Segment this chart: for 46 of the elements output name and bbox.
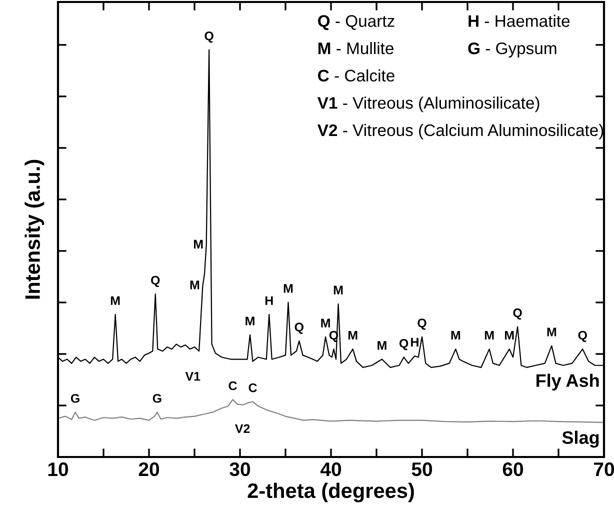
annotation: G — [152, 394, 162, 403]
annotation: M — [547, 328, 556, 336]
annotation: C — [248, 383, 257, 392]
series-label: Slag — [562, 430, 599, 448]
annotation: M — [321, 318, 330, 328]
annotation: Q — [204, 32, 214, 43]
annotation: Q — [151, 276, 160, 288]
annotation: M - Mullite — [318, 42, 394, 54]
x-tick-label: 20 — [138, 462, 160, 476]
text: H - Haematite — [468, 14, 570, 27]
annotation: Q — [399, 338, 408, 350]
annotation: G - Gypsum — [468, 42, 556, 58]
annotation: V2 - Vitreous (Calcium Aluminosilicate) — [317, 124, 604, 140]
annotation: C - Calcite — [318, 69, 394, 82]
x-tick-label: 40 — [320, 462, 342, 476]
annotation: C — [228, 381, 237, 390]
annotation: M — [190, 280, 200, 290]
x-axis-title: 2-theta (degrees) — [248, 482, 414, 502]
annotation: M — [484, 330, 494, 340]
x-tick-label: 70 — [594, 462, 614, 476]
annotation: M — [194, 240, 203, 248]
annotation: Q — [578, 330, 587, 342]
annotation: H — [411, 338, 418, 346]
annotation: H — [265, 296, 273, 305]
text: Q - Quartz — [318, 15, 394, 30]
x-tick-label: 30 — [230, 462, 250, 476]
annotation: V2 — [234, 424, 250, 433]
annotation: Q — [418, 318, 426, 330]
annotation: G — [70, 394, 80, 403]
annotation: V1 — [185, 372, 200, 381]
x-tick-label: 60 — [502, 462, 524, 476]
annotation: M — [378, 341, 386, 350]
annotation: Q — [294, 322, 304, 334]
annotation: V1 - Vitreous (Aluminosilicate) — [317, 96, 540, 112]
annotation: M — [504, 330, 514, 340]
x-tick-label: 50 — [412, 462, 432, 476]
annotation: M — [348, 330, 358, 340]
x-tick-label: 10 — [48, 462, 68, 476]
annotation: M — [110, 296, 120, 305]
annotation: M — [246, 316, 254, 326]
legend-label: Fly Ash — [536, 374, 599, 391]
annotation: M — [284, 284, 293, 293]
annotation: Q — [513, 308, 522, 320]
annotation: M — [451, 330, 460, 340]
y-axis-title: Intensity (a.u.) — [24, 160, 44, 299]
annotation: M — [334, 286, 343, 294]
